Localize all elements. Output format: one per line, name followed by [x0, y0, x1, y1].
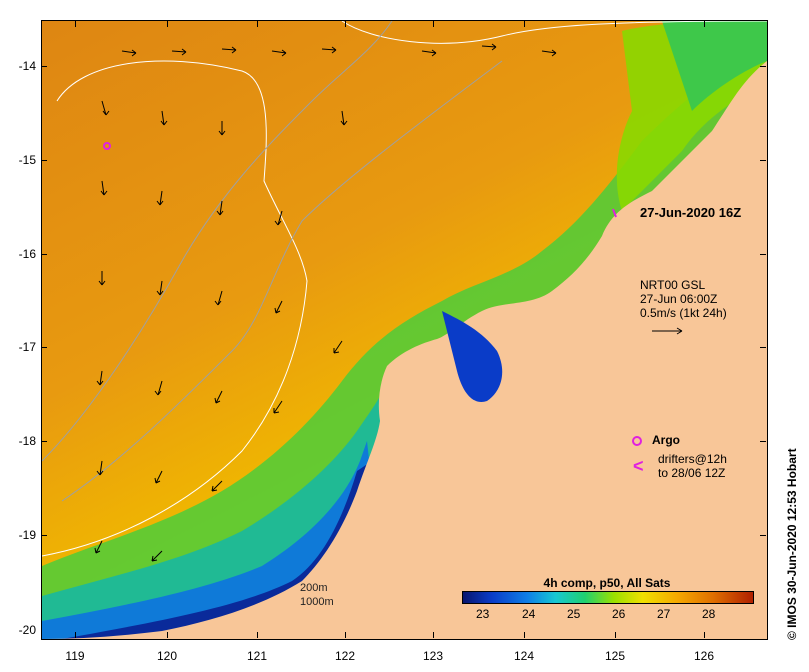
drifter-line-1: drifters@12h [658, 452, 727, 466]
colorbar-label: 28 [702, 607, 716, 621]
colorbar-label: 23 [476, 607, 490, 621]
argo-label: Argo [652, 433, 680, 447]
colorbar-label: 27 [657, 607, 671, 621]
contour-200m: 200m [300, 582, 328, 594]
lat-tick: -18 [18, 434, 36, 448]
lon-tick: 121 [246, 649, 268, 663]
scale-arrow [652, 327, 683, 335]
nrt-scale: 0.5m/s (1kt 24h) [640, 306, 727, 320]
colorbar-labels: 23 24 25 26 27 28 [462, 607, 752, 623]
drifter-legend: drifters@12h to 28/06 12Z [658, 452, 727, 480]
current-legend: NRT00 GSL 27-Jun 06:00Z 0.5m/s (1kt 24h) [640, 278, 727, 320]
argo-float-marker [103, 142, 111, 150]
current-arrows [94, 43, 683, 562]
argo-legend: Argo [632, 433, 680, 447]
lon-tick: 124 [513, 649, 535, 663]
lon-tick: 125 [604, 649, 626, 663]
lon-tick: 123 [422, 649, 444, 663]
lon-tick: 122 [334, 649, 356, 663]
nrt-source: NRT00 GSL [640, 278, 706, 292]
lat-tick: -14 [18, 59, 36, 73]
drifter-icon: < [633, 456, 644, 476]
lat-tick: -16 [18, 247, 36, 261]
colorbar-label: 26 [612, 607, 626, 621]
colorbar-label: 24 [522, 607, 536, 621]
lon-tick: 126 [693, 649, 715, 663]
lat-tick: -20 [18, 623, 36, 637]
colorbar [462, 591, 754, 604]
lat-tick: -15 [18, 153, 36, 167]
sst-map [41, 20, 768, 640]
argo-icon [632, 435, 642, 446]
lon-tick: 120 [156, 649, 178, 663]
drifter-line-2: to 28/06 12Z [658, 466, 726, 480]
lon-tick: 119 [65, 649, 85, 663]
credit-label: © IMOS 30-Jun-2020 12:53 Hobart [785, 448, 799, 640]
nrt-time: 27-Jun 06:00Z [640, 292, 718, 306]
sst-field [42, 21, 767, 639]
contour-legend: 200m 1000m [300, 581, 334, 609]
contour-1000m: 1000m [300, 596, 334, 608]
colorbar-label: 25 [567, 607, 581, 621]
colorbar-title: 4h comp, p50, All Sats [543, 576, 671, 590]
lat-tick: -17 [18, 340, 36, 354]
lat-tick: -19 [18, 528, 36, 542]
date-label: 27-Jun-2020 16Z [640, 205, 742, 220]
